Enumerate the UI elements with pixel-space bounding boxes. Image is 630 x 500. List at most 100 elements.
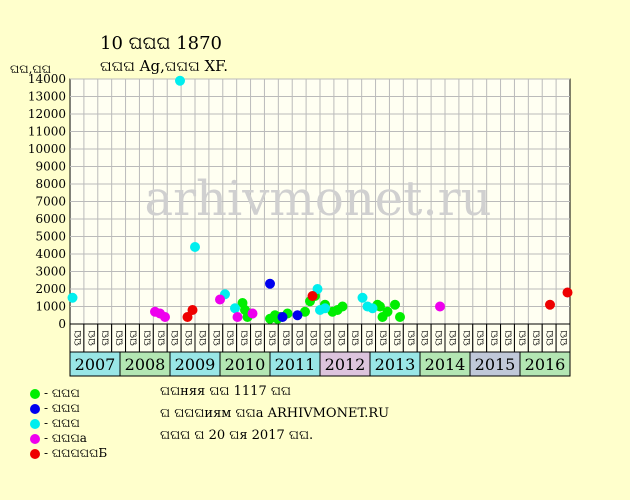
quarter-label: ଘଘ [267, 330, 278, 346]
data-point [395, 312, 405, 322]
data-point [337, 301, 348, 312]
quarter-label: ଘଘ [379, 330, 390, 346]
quarter-label: ଘଘ [198, 330, 209, 346]
year-cell [519, 351, 571, 377]
data-point [230, 303, 240, 314]
quarter-label: ଘଘ [87, 330, 98, 346]
year-label: 2007 [75, 355, 116, 374]
legend-label: - ଘଘଘa [44, 431, 87, 445]
quarter-label: ଘଘ [392, 330, 403, 346]
year-label: 2011 [275, 355, 316, 374]
quarter-label: ଘଘ [476, 330, 487, 346]
data-point [277, 312, 288, 322]
legend-marker [30, 418, 40, 429]
quarter-label: ଘଘ [295, 330, 306, 346]
quarter-label: ଘଘ [115, 330, 126, 346]
legend-item: - ଘଘଘ [30, 386, 80, 401]
data-point [545, 299, 555, 310]
quarter-label: ଘଘ [142, 330, 153, 346]
y-tick-label: 9000 [35, 160, 66, 174]
quarter-label: ଘଘ [545, 330, 556, 346]
y-tick-label: 11000 [28, 125, 66, 139]
quarter-label: ଘଘ [281, 330, 292, 346]
data-point [375, 301, 385, 312]
quarter-label: ଘଘ [462, 330, 473, 346]
data-point [292, 310, 303, 321]
year-cell [369, 351, 421, 377]
y-tick-label: 7000 [35, 195, 66, 209]
x-axis-quarters: ଘଘ ଘଘ ଘଘ ଘଘ ଘଘ ଘଘ ଘଘ ଘଘ ଘଘ ଘଘ ଘଘ ଘଘ ଘଘ ଘଘ ଘଘ ଘଘ ଘଘ ଘଘ ଘଘ ଘଘ… [69, 323, 571, 353]
data-point [232, 312, 243, 322]
grid [70, 78, 570, 325]
year-label: 2016 [525, 355, 566, 374]
legend-item: - ଘଘଘଘଘБ [30, 446, 107, 461]
data-point [247, 308, 258, 319]
quarter-label: ଘଘ [351, 330, 362, 346]
year-label: 2014 [425, 355, 466, 374]
legend-marker [30, 433, 40, 444]
quarter-label: ଘଘ [101, 330, 112, 346]
data-point [367, 303, 378, 314]
quarter-label: ଘଘ [490, 330, 501, 346]
data-point [390, 299, 400, 310]
y-tick-label: 5000 [35, 230, 66, 244]
y-axis: 0 1000 2000 3000 4000 5000 6000 7000 8000 9000 100… [28, 72, 66, 331]
data-point [435, 301, 445, 312]
legend-item: - ଘଘଘ [30, 416, 80, 431]
data-point [300, 306, 310, 317]
y-tick-label: 13000 [28, 90, 66, 104]
data-point [307, 291, 318, 301]
quarter-label: ଘଘ [337, 330, 348, 346]
data-point [160, 312, 170, 322]
legend-label: - ଘଘଘ [44, 386, 80, 400]
data-point [382, 306, 393, 317]
data-points [67, 75, 573, 324]
quarter-label: ଘଘ [559, 330, 570, 346]
quarter-label: ଘଘ [226, 330, 237, 346]
data-point [187, 305, 198, 315]
legend-label: - ଘଘଘ [44, 401, 80, 415]
y-tick-label: 1000 [35, 300, 66, 314]
year-cell [419, 351, 471, 377]
year-label: 2008 [125, 355, 166, 374]
data-point [265, 278, 275, 289]
year-cell [469, 351, 521, 377]
y-tick-label: 0 [58, 317, 66, 331]
legend-marker [30, 448, 40, 459]
data-point [67, 292, 78, 303]
year-cell [69, 351, 121, 377]
info-line-3: ଘଘଘ ଘ 20 ଘя 2017 ଘଘ. [160, 428, 314, 443]
year-cell [269, 351, 321, 377]
quarter-label: ଘଘ [434, 330, 445, 346]
quarter-label: ଘଘ [365, 330, 376, 346]
quarter-label: ଘଘ [170, 330, 181, 346]
quarter-label: ଘଘ [448, 330, 459, 346]
quarter-label: ଘଘ [156, 330, 167, 346]
y-tick-label: 12000 [28, 107, 66, 121]
quarter-label: ଘଘ [406, 330, 417, 346]
year-label: 2013 [375, 355, 416, 374]
y-axis-unit: ଘଘ,ଘଘ [10, 62, 51, 76]
quarter-label: ଘଘ [240, 330, 251, 346]
y-tick-label: 6000 [35, 212, 66, 226]
quarter-label: ଘଘ [254, 330, 265, 346]
data-point [182, 312, 193, 322]
y-tick-label: 14000 [28, 72, 66, 86]
year-cell [169, 351, 221, 377]
legend-item: - ଘଘଘ [30, 401, 80, 416]
year-label: 2009 [175, 355, 216, 374]
quarter-label: ଘଘ [323, 330, 334, 346]
year-cell [119, 351, 171, 377]
data-point [190, 242, 200, 252]
data-point [562, 287, 573, 298]
data-point [312, 284, 323, 294]
year-cell [219, 351, 271, 377]
year-label: 2012 [325, 355, 366, 374]
watermark: arhivmonet.ru [144, 171, 491, 227]
year-label: 2010 [225, 355, 266, 374]
y-tick-label: 4000 [35, 247, 66, 261]
data-point [175, 75, 185, 86]
quarter-label: ଘଘ [184, 330, 195, 346]
x-axis-years: 2007 2008 2009 2010 2011 2012 2013 2014 2015 2016 [69, 351, 571, 377]
